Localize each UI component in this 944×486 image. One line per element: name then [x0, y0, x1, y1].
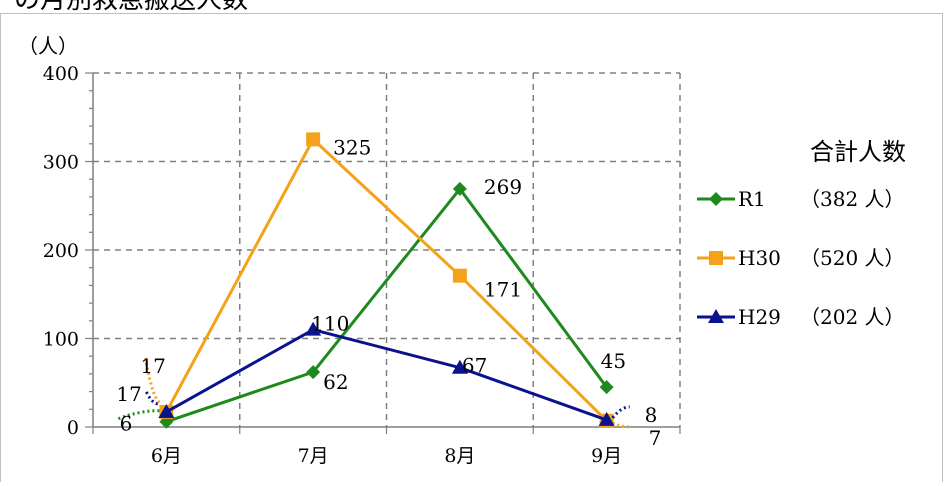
data-label-H30: 325 — [333, 135, 371, 159]
data-point-H29 — [598, 411, 615, 426]
legend-name-R1: R1 — [738, 187, 766, 211]
data-label-H30: 7 — [649, 426, 662, 450]
legend: 合計人数 R1 （382 人） H30 （520 人） H29 （202 人） — [697, 138, 906, 329]
data-label-R1: 6 — [120, 412, 133, 436]
legend-name-H29: H29 — [738, 305, 781, 329]
label-leader — [145, 391, 159, 406]
legend-total-H30: （520 人） — [800, 246, 905, 270]
data-label-R1: 45 — [601, 349, 626, 373]
legend-total-R1: （382 人） — [800, 187, 905, 211]
series-line-H29 — [165, 328, 608, 422]
x-tick-label: 8月 — [444, 445, 475, 467]
legend-marker-R1 — [709, 192, 723, 206]
data-point-H29 — [305, 321, 322, 336]
data-label-R1: 269 — [484, 175, 522, 199]
legend-title: 合計人数 — [810, 138, 906, 166]
label-leader — [117, 409, 160, 421]
y-tick-label: 200 — [43, 240, 79, 262]
data-label-R1: 62 — [323, 370, 348, 394]
data-label-H29: 8 — [645, 403, 658, 427]
x-tick-label: 7月 — [298, 445, 329, 467]
y-tick-label: 400 — [43, 63, 79, 85]
x-tick-label: 6月 — [151, 445, 182, 467]
data-point-H29 — [451, 359, 468, 374]
grid-lines — [93, 72, 681, 427]
data-point-H30 — [452, 268, 467, 283]
x-tick-label: 9月 — [591, 445, 622, 467]
data-label-H30: 171 — [484, 278, 522, 302]
y-tick-label: 300 — [43, 152, 79, 174]
legend-marker-H29 — [708, 309, 724, 323]
header-fragment: の月別救急搬送人数 — [14, 0, 248, 15]
data-label-H29: 67 — [462, 354, 487, 378]
axes: 0 100 200 300 400 6月 7月 8月 9月 — [43, 63, 681, 467]
series-line-H30 — [165, 137, 608, 422]
legend-marker-H30 — [709, 251, 723, 265]
legend-total-H29: （202 人） — [800, 305, 905, 329]
legend-name-H30: H30 — [738, 246, 781, 270]
data-point-H30 — [306, 132, 321, 147]
y-tick-label: 0 — [67, 417, 79, 439]
label-leader — [611, 421, 629, 429]
series-lines — [117, 132, 630, 429]
data-label-H29: 110 — [311, 312, 349, 336]
data-point-R1 — [599, 380, 614, 395]
label-leader — [611, 405, 630, 419]
series-line-R1 — [165, 187, 608, 424]
data-label-H30: 17 — [140, 354, 165, 378]
data-point-R1 — [452, 181, 467, 196]
data-label-H29: 17 — [116, 382, 141, 406]
y-axis-label: （人） — [18, 34, 78, 58]
data-point-H29 — [158, 403, 175, 418]
y-tick-label: 100 — [43, 329, 79, 351]
data-point-R1 — [306, 365, 321, 380]
